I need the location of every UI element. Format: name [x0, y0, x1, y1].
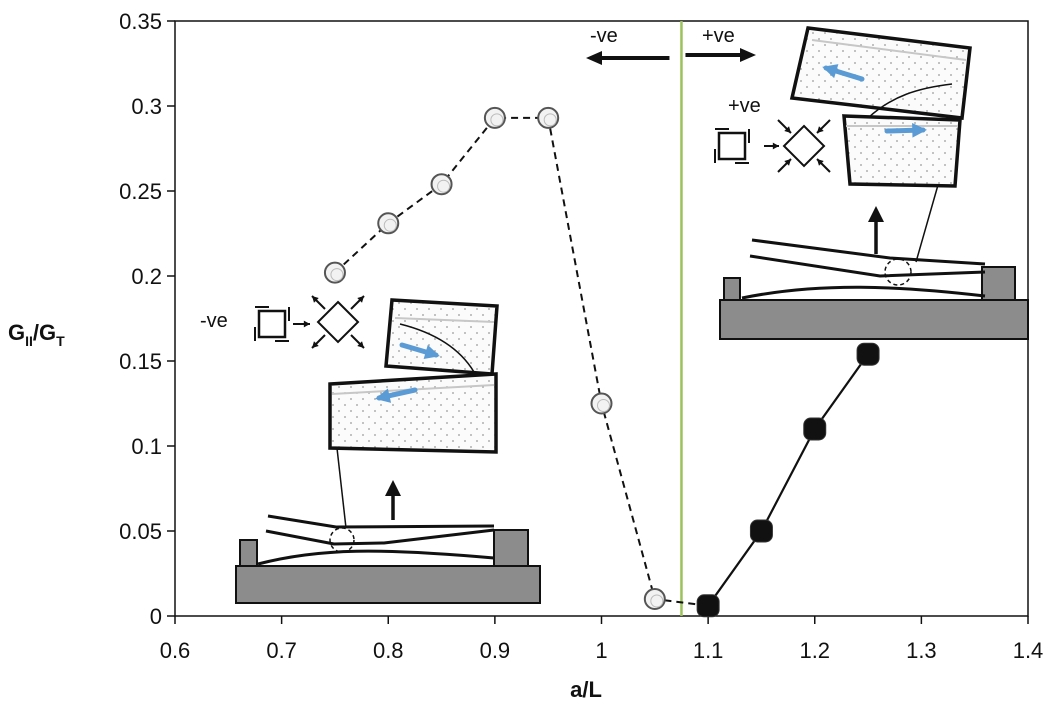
y-tick-label: 0.1	[131, 434, 162, 459]
right-inset-lower-block	[842, 114, 962, 188]
left-inset-ply-line	[394, 317, 495, 323]
neg-direction-arrowhead	[586, 51, 602, 65]
x-tick-label: 1.1	[693, 638, 724, 663]
right-inset-ply-line	[811, 39, 967, 61]
left-inset-beam-top	[267, 514, 495, 529]
left-inset-lower-block	[328, 372, 498, 454]
right-inset-leader	[915, 177, 941, 263]
right-inset-shear-arrow-lower-head	[912, 122, 927, 138]
right-inset-load-head	[868, 206, 884, 222]
left-inset-beam-mid	[265, 528, 495, 546]
right-inset-beam-top	[751, 238, 986, 266]
right-inset-shear-element	[717, 131, 747, 161]
chart-labels: -ve +ve -ve +ve a/L GII/GT	[8, 25, 761, 702]
x-tick-label: 1.3	[906, 638, 937, 663]
series-1-point	[856, 342, 880, 366]
left-inset-support-left	[239, 539, 258, 567]
left-inset-stress-diamond-arrow-head	[357, 296, 364, 303]
y-tick-label: 0.3	[131, 94, 162, 119]
left-inset-shear-arrow-upper-head	[423, 344, 440, 360]
series-0-point	[590, 392, 613, 415]
series-1-point	[696, 594, 720, 618]
series-0-point-shade	[543, 113, 557, 127]
series-1-line	[707, 353, 869, 607]
right-inset-upper-block	[789, 26, 972, 120]
series-0-point-shade	[437, 179, 451, 193]
left-inset-shear-element-shear	[254, 306, 290, 342]
right-inset-transform-arrow-head	[772, 142, 779, 150]
schematic-insets	[235, 26, 1029, 604]
series-0-line	[334, 116, 709, 607]
right-inset-shear-arrow-upper-head	[822, 64, 839, 79]
right-inset-crack	[867, 83, 953, 119]
right-inset-stress-diamond-arrow-head	[784, 126, 791, 133]
left-inset-support-right	[493, 529, 529, 567]
y-axis-title: GII/GT	[8, 320, 65, 349]
left-inset-load-head	[385, 480, 401, 496]
x-tick-label: 1.4	[1013, 638, 1044, 663]
series-0-point	[430, 173, 453, 196]
left-inset-crack	[399, 323, 475, 373]
left-inset-shear-arrow-lower-head	[375, 388, 392, 403]
left-inset-stress-diamond-arrow-head	[312, 296, 319, 303]
series-0-point	[483, 106, 506, 129]
left-inset-upper-block	[384, 298, 499, 376]
left-inset-transform-arrow-head	[303, 320, 310, 328]
x-axis-title: a/L	[570, 677, 602, 702]
series-0-point	[323, 261, 346, 284]
series-0-point	[377, 212, 400, 235]
x-tick-label: 0.6	[160, 638, 191, 663]
right-inset-support-left	[723, 277, 741, 301]
left-inset-stress-diamond-arrow-head	[312, 341, 319, 348]
left-inset-shear-element	[257, 309, 287, 339]
pos-direction-arrowhead	[740, 48, 756, 62]
y-tick-label: 0.2	[131, 264, 162, 289]
right-inset-stress-diamond	[782, 124, 826, 168]
x-tick-label: 1	[595, 638, 607, 663]
x-tick-label: 0.9	[480, 638, 511, 663]
y-tick-label: 0	[150, 604, 162, 629]
left-inset-stress-diamond-arrow-head	[357, 341, 364, 348]
series-0-point-shade	[597, 399, 610, 412]
left-inset-base	[235, 565, 541, 604]
left-inset-stress-diamond	[316, 300, 360, 344]
series-0-point-shade	[383, 218, 397, 232]
y-tick-label: 0.25	[119, 179, 162, 204]
chart-axes: 0 0.05 0.1 0.15 0.2 0.25 0.3 0.35 0.6 0.7 0.8 0.9 1 1…	[119, 9, 1043, 663]
x-tick-label: 0.8	[373, 638, 404, 663]
right-inset-beam-bottom	[741, 285, 986, 300]
annotation-pos: +ve	[702, 25, 735, 47]
annotation-neg: -ve	[590, 25, 618, 47]
right-inset-stress-diamond-arrow-head	[817, 159, 824, 166]
right-inset-base	[719, 299, 1029, 340]
x-tick-label: 0.7	[266, 638, 297, 663]
series-0-point-shade	[650, 594, 664, 608]
left-inset-beam-bottom	[257, 549, 495, 566]
right-inset-beam-mid	[749, 254, 986, 278]
right-inset-stress-diamond-arrow-head	[817, 126, 824, 133]
y-tick-label: 0.15	[119, 349, 162, 374]
annotation-neg-inset: -ve	[200, 310, 228, 332]
right-inset-stress-diamond-arrow-head	[784, 159, 791, 166]
series-0-point	[537, 106, 560, 129]
right-inset-crack-tip	[884, 258, 912, 286]
series-0-point-shade	[490, 113, 504, 127]
series-0-point	[643, 588, 666, 610]
series-1-point	[803, 417, 827, 441]
left-inset-crack-tip	[329, 527, 355, 553]
series-0-point-shade	[330, 268, 344, 282]
y-tick-label: 0.35	[119, 9, 162, 34]
y-tick-label: 0.05	[119, 519, 162, 544]
chart-series	[323, 106, 880, 618]
right-inset-support-right	[981, 266, 1016, 301]
annotation-pos-inset: +ve	[728, 95, 761, 117]
right-inset-shear-element-shear	[714, 128, 750, 164]
series-1-point	[749, 519, 773, 543]
x-tick-label: 1.2	[799, 638, 830, 663]
